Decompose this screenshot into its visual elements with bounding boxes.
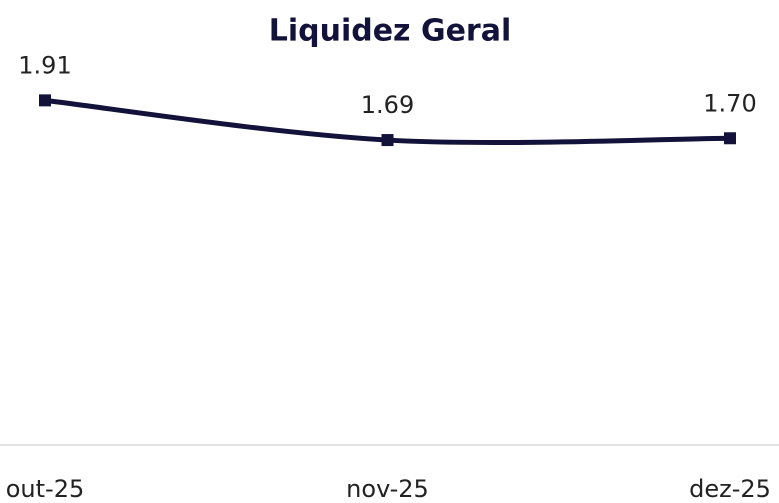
x-tick-label: dez-25 <box>689 475 771 503</box>
x-tick-label: nov-25 <box>346 475 429 503</box>
data-label: 1.91 <box>18 51 71 79</box>
chart-title: Liquidez Geral <box>269 14 512 49</box>
data-label: 1.69 <box>361 91 414 119</box>
marker <box>381 134 394 147</box>
marker <box>724 132 736 145</box>
data-label: 1.70 <box>703 89 756 117</box>
x-tick-label: out-25 <box>6 475 85 503</box>
marker <box>39 94 51 107</box>
